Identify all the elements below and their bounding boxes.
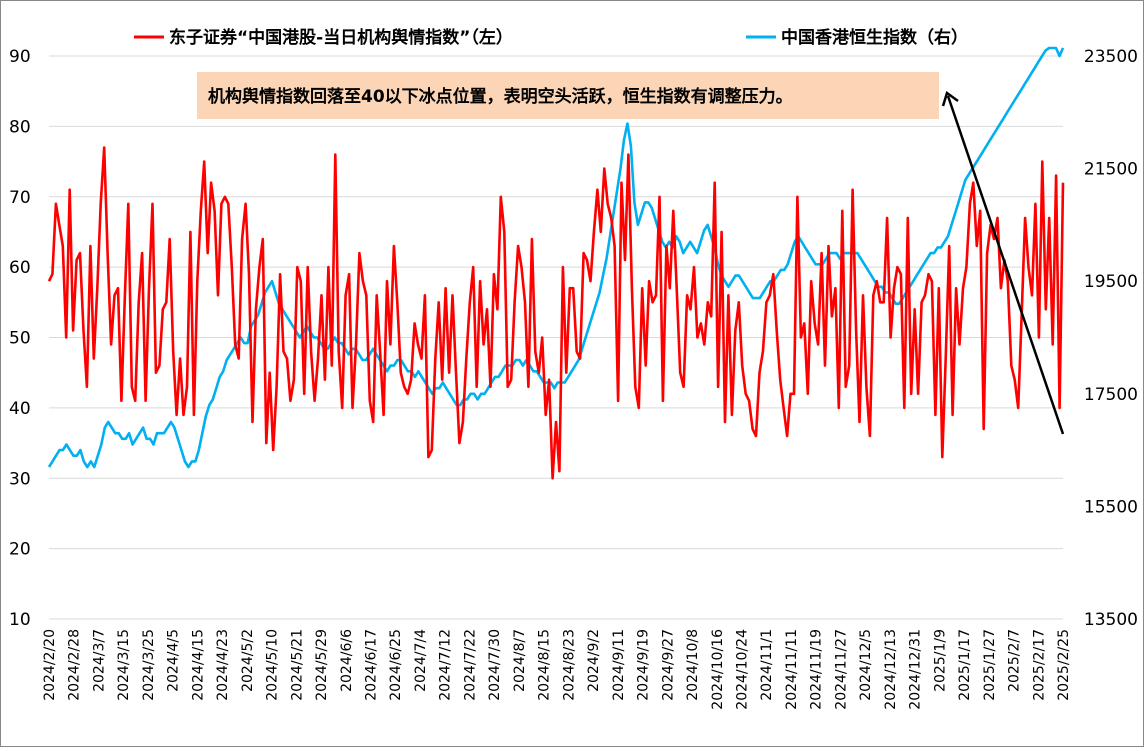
x-axis-tick-label: 2025/2/25	[1056, 629, 1072, 701]
left-axis-tick-label: 50	[9, 329, 31, 349]
right-axis-tick-label: 21500	[1084, 160, 1138, 180]
right-axis-tick-label: 19500	[1084, 272, 1138, 292]
right-axis-tick-label: 17500	[1084, 385, 1138, 405]
x-axis-tick-label: 2024/11/11	[784, 629, 800, 710]
annotation-arrowhead	[941, 90, 959, 107]
legend: 东子证券“中国港股-当日机构舆情指数”（左） 中国香港恒生指数（右）	[134, 27, 968, 48]
right-axis-tick-label: 13500	[1084, 610, 1138, 630]
gridlines	[49, 55, 1063, 550]
left-axis-tick-label: 10	[9, 610, 31, 630]
x-axis-tick-label: 2024/11/1	[759, 629, 775, 701]
annotation-arrow-line	[946, 95, 1065, 435]
x-axis-tick-label: 2025/1/9	[932, 629, 948, 692]
x-axis-tick-label: 2024/10/24	[734, 629, 750, 710]
x-axis-tick-label: 2024/12/5	[858, 629, 874, 701]
sentiment-series-line-path	[47, 146, 1065, 480]
left-axis-tick-label: 60	[9, 258, 31, 278]
left-axis-tick-label: 20	[9, 540, 31, 560]
x-axis-tick-label: 2024/9/27	[660, 629, 676, 701]
x-axis-tick-label: 2024/3/25	[141, 629, 157, 701]
x-axis-tick-label: 2024/6/6	[339, 629, 355, 692]
series-lines	[47, 46, 1065, 480]
x-axis-tick-label: 2024/8/15	[537, 629, 553, 701]
x-axis-tick-label: 2024/3/15	[116, 629, 132, 701]
x-axis-tick-label: 2024/4/5	[166, 629, 182, 692]
x-axis-tick-label: 2024/9/19	[636, 629, 652, 701]
legend-label-hsi: 中国香港恒生指数（右）	[781, 27, 968, 48]
x-axis-tick-label: 2024/12/31	[908, 629, 924, 710]
x-axis-tick-label: 2024/7/12	[438, 629, 454, 701]
x-axis-tick-label: 2024/10/16	[710, 629, 726, 710]
x-axis-tick-label: 2024/4/15	[190, 629, 206, 701]
right-axis-tick-label: 23500	[1084, 47, 1138, 67]
x-axis-tick-label: 2024/12/13	[883, 629, 899, 710]
left-axis-tick-label: 90	[9, 47, 31, 67]
x-axis-tick-label: 2024/9/2	[586, 629, 602, 692]
x-axis-tick-label: 2024/5/21	[289, 629, 305, 701]
x-axis-tick-label: 2025/2/17	[1031, 629, 1047, 701]
x-axis-tick-label: 2024/5/2	[240, 629, 256, 692]
annotation-text: 机构舆情指数回落至40以下冰点位置，表明空头活跃，恒生指数有调整压力。	[208, 86, 793, 107]
x-axis-tick-label: 2024/5/10	[265, 629, 281, 701]
left-axis-tick-label: 80	[9, 117, 31, 137]
x-axis-tick-label: 2024/2/20	[42, 629, 58, 701]
x-axis-tick-label: 2025/1/17	[957, 629, 973, 701]
annotation-box	[197, 72, 939, 119]
x-axis-tick-label: 2024/4/23	[215, 629, 231, 701]
x-axis-tick-label: 2024/6/25	[388, 629, 404, 701]
x-axis-tick-label: 2024/7/4	[413, 629, 429, 692]
x-axis-tick-label: 2024/6/17	[364, 629, 380, 701]
x-axis-tick-label: 2024/8/23	[561, 629, 577, 701]
x-axis-tick-label: 2024/10/8	[685, 629, 701, 701]
annotation: 机构舆情指数回落至40以下冰点位置，表明空头活跃，恒生指数有调整压力。	[197, 72, 1065, 435]
x-axis-tick-label: 2024/5/29	[314, 629, 330, 701]
x-axis-tick-label: 2024/11/27	[833, 629, 849, 710]
x-axis-tick-label: 2024/3/7	[91, 629, 107, 692]
x-axis-tick-label: 2024/2/28	[67, 629, 83, 701]
x-axis-tick-label: 2025/1/27	[982, 629, 998, 701]
right-axis-tick-label: 15500	[1084, 497, 1138, 517]
left-axis-tick-label: 70	[9, 188, 31, 208]
x-axis-tick-label: 2024/7/22	[462, 629, 478, 701]
x-axis-tick-label: 2024/11/19	[809, 629, 825, 710]
legend-label-sentiment: 东子证券“中国港股-当日机构舆情指数”（左）	[169, 27, 513, 48]
x-axis-tick-label: 2024/7/30	[487, 629, 503, 701]
left-axis-tick-label: 30	[9, 469, 31, 489]
axes: 10 20 30 40 50 60 70 80 90 13500 15500 17500 19500 21…	[9, 47, 1138, 710]
x-axis-tick-label: 2024/9/11	[611, 629, 627, 701]
left-axis-tick-label: 40	[9, 399, 31, 419]
sentiment-series-line	[47, 146, 1065, 480]
x-axis-tick-label: 2025/2/7	[1007, 629, 1023, 692]
x-axis-tick-label: 2024/8/7	[512, 629, 528, 692]
